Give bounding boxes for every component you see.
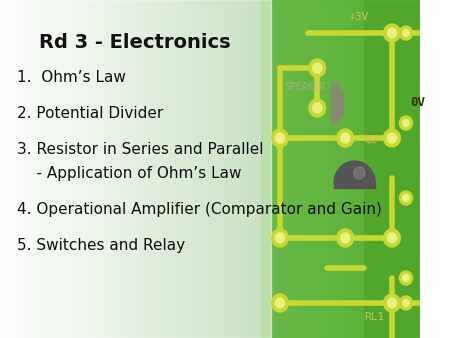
Circle shape (309, 59, 326, 77)
Circle shape (383, 294, 400, 312)
Circle shape (354, 167, 365, 179)
Circle shape (313, 63, 322, 73)
Text: 2. Potential Divider: 2. Potential Divider (17, 106, 163, 121)
Circle shape (271, 229, 288, 247)
Circle shape (403, 29, 409, 37)
Circle shape (309, 99, 326, 117)
Bar (331, 83, 339, 123)
Circle shape (271, 129, 288, 147)
Circle shape (383, 229, 400, 247)
Text: SPEAKER: SPEAKER (284, 82, 326, 92)
Circle shape (403, 274, 409, 282)
Circle shape (275, 298, 284, 308)
Polygon shape (334, 183, 375, 188)
Circle shape (400, 296, 413, 310)
Circle shape (341, 133, 350, 143)
Text: 0V: 0V (410, 96, 426, 109)
Text: Q2: Q2 (364, 135, 378, 145)
Circle shape (383, 129, 400, 147)
Circle shape (400, 116, 413, 130)
Bar (261, 0, 420, 338)
Circle shape (400, 271, 413, 285)
Circle shape (383, 24, 400, 42)
Bar (0, 0, 270, 338)
Polygon shape (334, 161, 375, 183)
Text: 3. Resistor in Series and Parallel: 3. Resistor in Series and Parallel (17, 142, 263, 157)
Text: Rd 3 - Electronics: Rd 3 - Electronics (40, 33, 231, 52)
Circle shape (387, 133, 396, 143)
Text: RL1: RL1 (364, 312, 384, 322)
Circle shape (337, 129, 354, 147)
Text: 5. Switches and Relay: 5. Switches and Relay (17, 238, 185, 253)
Circle shape (387, 298, 396, 308)
Circle shape (275, 233, 284, 243)
Bar (364, 0, 420, 338)
Circle shape (387, 28, 396, 38)
Bar (339, 91, 343, 115)
Circle shape (271, 294, 288, 312)
Text: +3V: +3V (348, 12, 369, 22)
Circle shape (403, 194, 409, 201)
Circle shape (400, 191, 413, 205)
Text: 1.  Ohm’s Law: 1. Ohm’s Law (17, 70, 126, 85)
Circle shape (403, 299, 409, 307)
Circle shape (313, 103, 322, 113)
Circle shape (403, 120, 409, 126)
Circle shape (400, 26, 413, 40)
Text: 4. Operational Amplifier (Comparator and Gain): 4. Operational Amplifier (Comparator and… (17, 202, 382, 217)
Circle shape (275, 133, 284, 143)
Text: - Application of Ohm’s Law: - Application of Ohm’s Law (17, 166, 241, 181)
Circle shape (387, 233, 396, 243)
Circle shape (341, 233, 350, 243)
Circle shape (337, 229, 354, 247)
